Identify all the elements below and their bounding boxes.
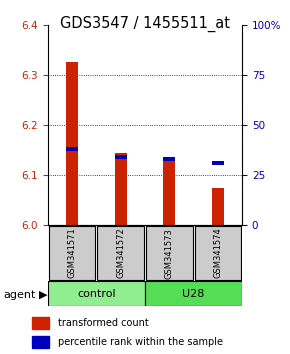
Bar: [163, 157, 175, 161]
Text: GSM341572: GSM341572: [116, 228, 125, 279]
Text: ▶: ▶: [39, 290, 48, 299]
Text: agent: agent: [3, 290, 35, 299]
Bar: [97, 226, 144, 280]
Text: GSM341574: GSM341574: [213, 228, 222, 279]
Text: transformed count: transformed count: [58, 318, 149, 328]
Text: U28: U28: [182, 289, 205, 299]
Bar: [66, 147, 78, 151]
Bar: [146, 226, 193, 280]
Text: GSM341571: GSM341571: [68, 228, 77, 279]
Text: percentile rank within the sample: percentile rank within the sample: [58, 337, 223, 347]
Bar: [115, 155, 127, 159]
Bar: [48, 281, 145, 306]
Bar: [212, 161, 224, 165]
Text: GSM341573: GSM341573: [165, 228, 174, 279]
Bar: [49, 226, 95, 280]
Bar: [115, 153, 127, 225]
Text: control: control: [77, 289, 116, 299]
Text: GDS3547 / 1455511_at: GDS3547 / 1455511_at: [60, 16, 230, 32]
Bar: [32, 317, 49, 329]
Bar: [195, 226, 241, 280]
Bar: [32, 336, 49, 348]
Bar: [66, 62, 78, 225]
Bar: [212, 188, 224, 225]
Bar: [145, 281, 242, 306]
Bar: [163, 157, 175, 225]
